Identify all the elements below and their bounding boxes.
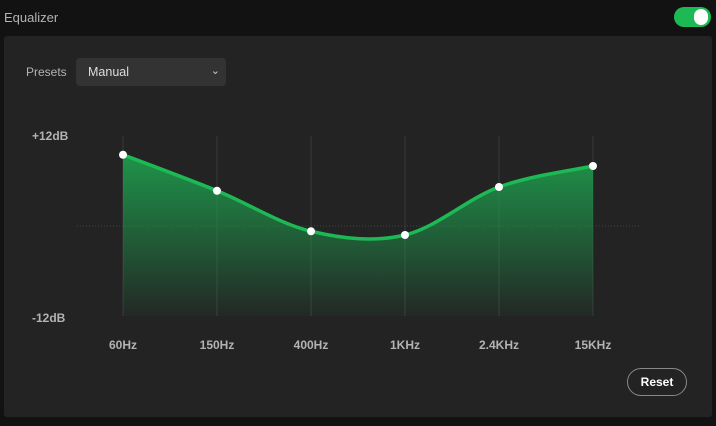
band-handle-2.4KHz[interactable] <box>495 183 503 191</box>
band-handle-60Hz[interactable] <box>119 150 127 159</box>
toggle-knob <box>694 9 708 25</box>
ytick-top: +12dB <box>32 129 69 143</box>
band-handle-1KHz[interactable] <box>401 231 409 239</box>
reset-button[interactable]: Reset <box>627 368 687 396</box>
xtick-label: 60Hz <box>109 338 137 352</box>
xtick-label: 400Hz <box>294 338 329 352</box>
band-handle-400Hz[interactable] <box>307 227 315 236</box>
presets-label: Presets <box>26 65 67 79</box>
xtick-label: 15KHz <box>575 338 612 352</box>
band-handle-150Hz[interactable] <box>213 186 221 195</box>
xtick-label: 150Hz <box>200 338 235 352</box>
presets-select[interactable]: Manual ⌄ <box>76 58 226 86</box>
band-handle-15KHz[interactable] <box>589 162 597 170</box>
equalizer-title: Equalizer <box>4 10 59 25</box>
ytick-bottom: -12dB <box>32 311 66 325</box>
eq-curve <box>122 153 594 241</box>
equalizer-toggle[interactable] <box>674 7 711 27</box>
presets-selected-value: Manual <box>88 65 129 79</box>
eq-area-fill <box>123 154 593 316</box>
xtick-label: 1KHz <box>390 338 420 352</box>
xtick-label: 2.4KHz <box>479 338 519 352</box>
chevron-down-icon: ⌄ <box>210 65 220 77</box>
